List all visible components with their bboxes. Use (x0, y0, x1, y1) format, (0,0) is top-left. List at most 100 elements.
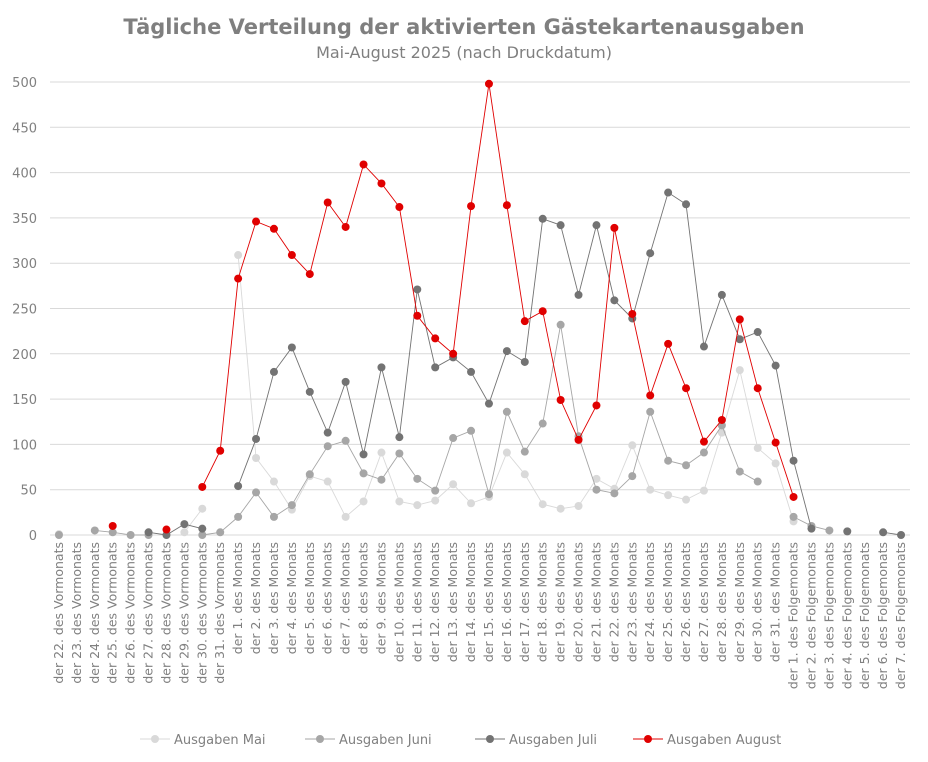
x-tick-label: der 5. des Folgemonats (857, 542, 872, 689)
data-point (574, 502, 583, 511)
data-point (556, 320, 565, 329)
data-point (682, 200, 691, 209)
legend-item: Ausgaben Juli (475, 733, 597, 748)
data-point (753, 384, 762, 393)
x-tick-label: der 4. des Folgemonats (839, 542, 854, 689)
legend-item: Ausgaben Mai (140, 733, 266, 748)
data-point (305, 270, 314, 279)
data-point (180, 528, 189, 537)
y-tick-label: 300 (12, 257, 37, 272)
data-point (323, 477, 332, 486)
data-point (359, 469, 368, 478)
x-tick-label: der 3. des Folgemonats (821, 542, 836, 689)
x-tick-label: der 18. des Monats (535, 542, 550, 662)
x-tick-label: der 1. des Monats (230, 542, 245, 654)
x-tick-label: der 25. des Vormonats (105, 542, 120, 684)
x-tick-label: der 13. des Monats (445, 542, 460, 662)
data-point (234, 482, 243, 491)
data-point (90, 526, 99, 535)
data-point (198, 482, 207, 491)
data-point (520, 357, 529, 366)
x-tick-label: der 23. des Vormonats (69, 542, 84, 684)
data-point (449, 349, 458, 358)
y-tick-label: 200 (12, 348, 37, 363)
data-point (431, 363, 440, 372)
data-point (395, 449, 404, 458)
x-tick-label: der 7. des Folgemonats (893, 542, 908, 689)
x-tick-label: der 31. des Vormonats (212, 542, 227, 684)
x-tick-label: der 3. des Monats (266, 542, 281, 654)
x-tick-label: der 22. des Monats (606, 542, 621, 662)
data-point (789, 492, 798, 501)
data-point (664, 339, 673, 348)
data-point (323, 198, 332, 207)
data-point (807, 524, 816, 533)
x-tick-label: der 25. des Monats (660, 542, 675, 662)
legend-marker (486, 735, 494, 743)
data-point (359, 450, 368, 459)
data-point (413, 311, 422, 320)
data-point (771, 438, 780, 447)
data-point (735, 366, 744, 375)
data-point (287, 251, 296, 260)
data-point (467, 367, 476, 376)
data-point (664, 456, 673, 465)
data-point (717, 415, 726, 424)
x-tick-label: der 15. des Monats (481, 542, 496, 662)
y-tick-label: 0 (29, 529, 37, 544)
data-point (682, 461, 691, 470)
x-tick-label: der 21. des Monats (588, 542, 603, 662)
x-tick-label: der 28. des Vormonats (158, 542, 173, 684)
y-tick-label: 250 (12, 303, 37, 318)
y-tick-label: 500 (12, 76, 37, 91)
data-point (646, 485, 655, 494)
legend-label: Ausgaben Juli (509, 733, 597, 748)
data-point (699, 342, 708, 351)
data-point (538, 419, 547, 428)
data-point (682, 384, 691, 393)
data-point (538, 307, 547, 316)
data-point (252, 453, 261, 462)
series-1 (54, 251, 798, 539)
data-point (538, 214, 547, 223)
x-tick-label: der 1. des Folgemonats (786, 542, 801, 689)
data-point (735, 335, 744, 344)
data-point (395, 203, 404, 212)
series-3 (144, 188, 906, 539)
x-tick-label: der 10. des Monats (391, 542, 406, 662)
data-point (108, 528, 117, 537)
x-tick-label: der 20. des Monats (571, 542, 586, 662)
x-tick-label: der 26. des Monats (678, 542, 693, 662)
data-point (359, 497, 368, 506)
x-tick-label: der 31. des Monats (768, 542, 783, 662)
data-point (252, 217, 261, 226)
data-point (556, 504, 565, 513)
data-point (198, 504, 207, 513)
legend-label: Ausgaben August (667, 733, 781, 748)
data-point (341, 436, 350, 445)
x-tick-label: der 4. des Monats (284, 542, 299, 654)
data-point (323, 442, 332, 451)
data-point (234, 251, 243, 260)
data-point (699, 448, 708, 457)
data-point (126, 531, 135, 539)
data-point (502, 201, 511, 210)
data-point (610, 223, 619, 232)
data-point (538, 500, 547, 509)
data-point (628, 441, 637, 450)
x-tick-label: der 29. des Monats (732, 542, 747, 662)
x-tick-label: der 8. des Monats (356, 542, 371, 654)
data-point (341, 512, 350, 521)
series-group (54, 79, 906, 539)
series-4 (108, 79, 798, 534)
data-point (664, 188, 673, 197)
data-point (395, 433, 404, 442)
data-point (252, 434, 261, 443)
data-point (198, 524, 207, 533)
data-point (502, 407, 511, 416)
x-tick-label: der 9. des Monats (373, 542, 388, 654)
data-point (771, 361, 780, 370)
data-point (646, 407, 655, 416)
data-point (556, 221, 565, 230)
